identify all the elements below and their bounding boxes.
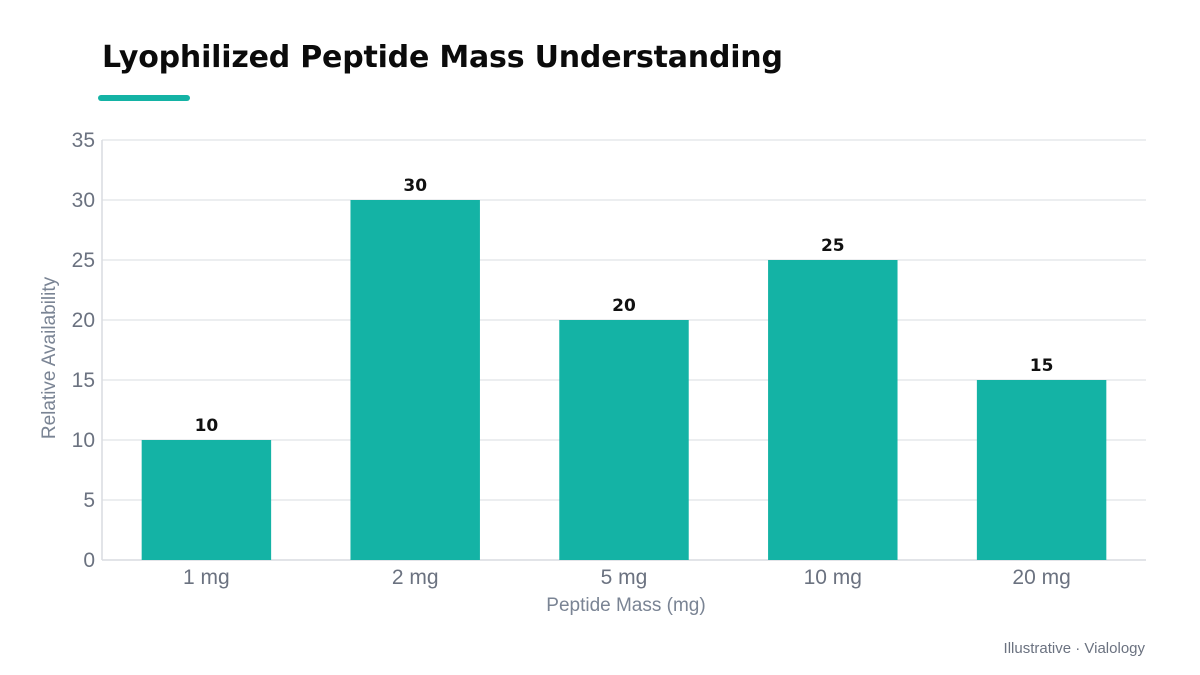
y-tick-label: 35 — [72, 129, 95, 152]
bar — [768, 260, 898, 560]
x-tick-label: 20 mg — [1012, 566, 1070, 589]
x-tick-label: 2 mg — [392, 566, 439, 589]
x-tick-label: 1 mg — [183, 566, 230, 589]
y-tick-label: 10 — [72, 429, 95, 452]
bar — [559, 320, 689, 560]
source-note: Illustrative · Vialology — [1003, 640, 1145, 657]
bar — [350, 200, 480, 560]
x-axis-title: Peptide Mass (mg) — [546, 595, 705, 616]
y-axis-title: Relative Availability — [39, 276, 60, 439]
bar-value-label: 15 — [1030, 356, 1054, 376]
bar — [141, 440, 272, 560]
bar-value-label: 20 — [612, 296, 636, 316]
y-tick-label: 0 — [83, 549, 95, 572]
bar-value-label: 25 — [821, 236, 845, 256]
y-tick-label: 5 — [83, 489, 95, 512]
chart-title: Lyophilized Peptide Mass Understanding — [102, 40, 783, 75]
bar — [976, 380, 1107, 560]
x-tick-label: 10 mg — [804, 566, 862, 589]
y-tick-label: 20 — [72, 309, 95, 332]
bar-value-label: 30 — [403, 176, 427, 196]
y-tick-label: 25 — [72, 249, 95, 272]
y-tick-label: 15 — [72, 369, 95, 392]
title-accent-bar — [98, 95, 190, 101]
bar-value-label: 10 — [195, 416, 219, 436]
y-tick-label: 30 — [72, 189, 95, 212]
x-tick-label: 5 mg — [601, 566, 648, 589]
